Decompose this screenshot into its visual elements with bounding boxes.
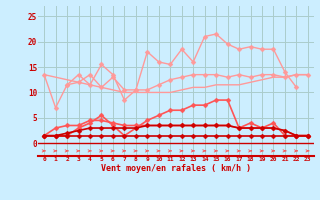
X-axis label: Vent moyen/en rafales ( km/h ): Vent moyen/en rafales ( km/h )	[101, 164, 251, 173]
